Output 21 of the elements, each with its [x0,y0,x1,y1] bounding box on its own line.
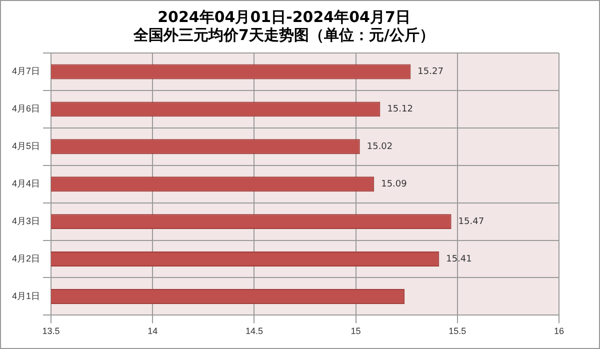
data-label: 15.47 [458,216,484,227]
x-tick-label: 15 [350,326,361,336]
text: 2024年04月01日-2024年04月7日 [158,8,410,26]
y-tick-label: 4月1日 [12,290,40,301]
x-tick-label: 14 [148,326,158,336]
x-tick-label: 14.5 [245,326,263,336]
x-tick-label: 15.5 [448,326,466,336]
y-tick-label: 4月2日 [12,254,40,264]
y-tick-label: 4月4日 [12,178,40,189]
data-label: 15.02 [366,142,393,152]
data-label: 15.09 [381,179,408,190]
data-label: 15.27 [418,67,444,78]
y-tick-label: 4月3日 [12,216,40,226]
y-tick-label: 4月7日 [12,66,40,76]
x-tick-label: 13.5 [42,326,60,336]
x-tick-label: 16 [554,326,564,336]
text: 全国外三元均价7天走势图（单位：元/公斤） [134,26,434,44]
y-tick-label: 4月6日 [12,104,40,114]
data-label: 15.41 [446,254,472,264]
data-label: 15.12 [387,104,413,115]
y-tick-label: 4月5日 [12,141,40,152]
